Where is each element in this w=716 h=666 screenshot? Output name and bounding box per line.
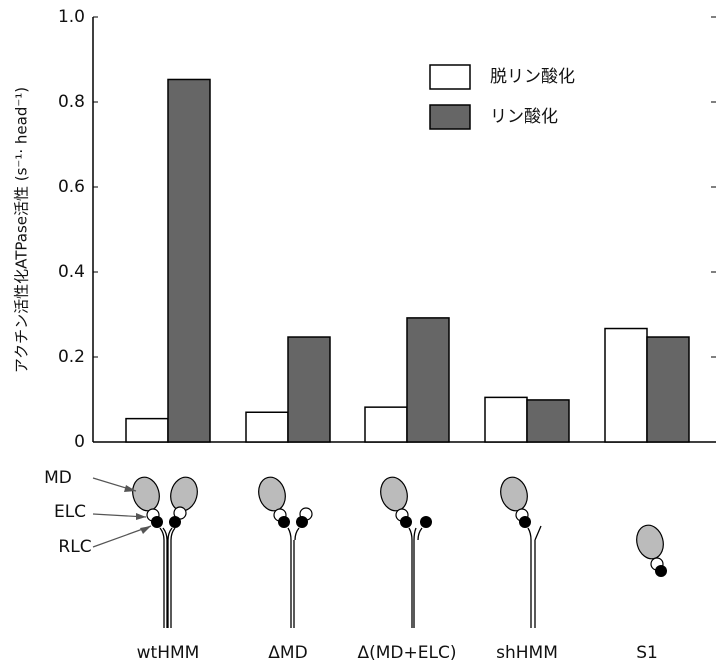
x-tick-label: Δ(MD+ELC) xyxy=(358,643,457,663)
bar xyxy=(605,329,647,442)
y-tick-label: 0.2 xyxy=(58,347,85,367)
diagram-label: RLC xyxy=(58,537,91,557)
bar xyxy=(288,337,330,442)
bar xyxy=(647,337,689,442)
bar xyxy=(168,79,210,442)
bar xyxy=(126,419,168,442)
bar xyxy=(365,407,407,442)
legend-label: リン酸化 xyxy=(490,107,558,127)
bar xyxy=(407,318,449,442)
x-tick-label: ΔMD xyxy=(268,643,307,663)
x-tick-label: S1 xyxy=(636,643,658,663)
diagram-label: MD xyxy=(44,468,72,488)
bar xyxy=(485,397,527,442)
bar xyxy=(527,400,569,442)
y-tick-label: 0 xyxy=(74,432,85,452)
chart: アクチン活性化ATPase活性 (s⁻¹· head⁻¹) MD ELC RLC… xyxy=(0,0,716,666)
y-tick-label: 0.4 xyxy=(58,262,85,282)
x-tick-label: shHMM xyxy=(496,643,558,663)
y-tick-label: 0.8 xyxy=(58,92,85,112)
diagrams xyxy=(93,474,667,628)
legend-swatch xyxy=(430,65,470,89)
legend-swatch xyxy=(430,105,470,129)
diagram-label: ELC xyxy=(54,502,86,522)
bar xyxy=(246,412,288,442)
y-axis-label: アクチン活性化ATPase活性 (s⁻¹· head⁻¹) xyxy=(13,87,31,373)
x-tick-label: wtHMM xyxy=(137,643,200,663)
legend-label: 脱リン酸化 xyxy=(490,67,575,87)
y-tick-label: 0.6 xyxy=(58,177,85,197)
y-tick-label: 1.0 xyxy=(58,7,85,27)
